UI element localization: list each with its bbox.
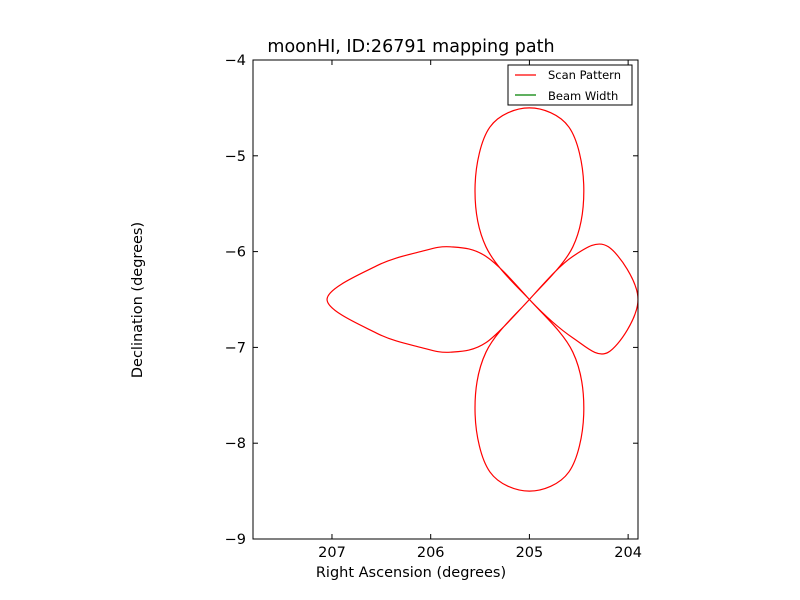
x-tick-label: 206: [417, 545, 445, 561]
x-tick-label: 204: [614, 545, 642, 561]
y-tick-label: −8: [225, 436, 246, 452]
x-tick-label: 205: [516, 545, 544, 561]
y-tick-label: −7: [225, 340, 246, 356]
y-axis-ticks: −4 −5 −6 −7 −8 −9: [225, 53, 638, 548]
series-scan-pattern: [326, 107, 638, 492]
legend-label-beam-width: Beam Width: [548, 89, 618, 103]
chart-title: moonHI, ID:26791 mapping path: [267, 37, 554, 57]
x-axis-ticks: 207 206 205 204: [318, 60, 642, 561]
plot-frame: [252, 59, 639, 540]
y-tick-label: −9: [225, 532, 246, 548]
legend-label-scan-pattern: Scan Pattern: [548, 68, 621, 82]
x-axis-label: Right Ascension (degrees): [316, 565, 506, 581]
x-tick-label: 207: [318, 545, 346, 561]
plot-content: [326, 107, 638, 492]
legend: Scan Pattern Beam Width: [507, 64, 633, 106]
y-tick-label: −6: [225, 245, 246, 261]
y-tick-label: −4: [225, 53, 246, 69]
legend-box: [507, 64, 633, 106]
y-axis-label: Declination (degrees): [130, 222, 146, 378]
y-tick-label: −5: [225, 149, 246, 165]
